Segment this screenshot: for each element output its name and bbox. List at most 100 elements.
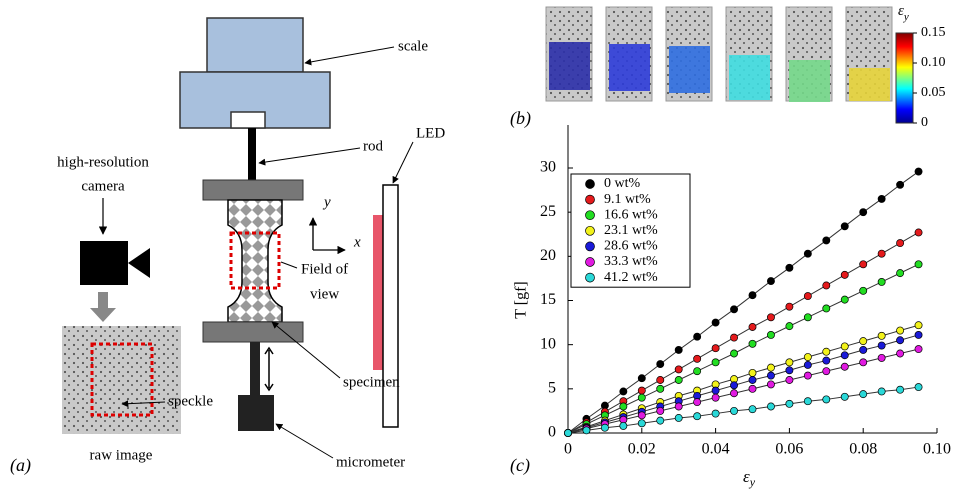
data-point [859, 337, 868, 346]
strain-patch [609, 44, 650, 91]
raw-image-photo [62, 326, 181, 434]
data-point [785, 263, 794, 272]
legend-marker [585, 179, 595, 189]
data-point [582, 426, 591, 435]
data-point [730, 389, 739, 398]
data-point [785, 302, 794, 311]
data-point [693, 354, 702, 363]
y-axis-label: T [gf] [513, 281, 530, 318]
data-point [674, 402, 683, 411]
label: micrometer [336, 454, 405, 470]
legend-label: 33.3 wt% [604, 254, 658, 269]
data-point [656, 416, 665, 425]
x-axis-label-main: ε [743, 467, 750, 486]
data-point [896, 336, 905, 345]
data-point [637, 419, 646, 428]
label: y [322, 194, 331, 210]
colorbar-tick-label: 0 [921, 115, 928, 130]
data-point [803, 371, 812, 380]
label: raw image [90, 447, 153, 463]
colorbar-ticks: 0 0.05 0.10 0.15 [913, 25, 946, 130]
data-point [767, 371, 775, 380]
data-point [748, 376, 757, 384]
data-point [748, 339, 757, 348]
legend-label: 41.2 wt% [604, 270, 658, 285]
specimen-shape [227, 199, 283, 323]
data-point [840, 222, 849, 231]
x-tick-label: 0 [564, 441, 572, 458]
label: view [310, 286, 339, 302]
label: camera [81, 178, 125, 194]
data-point [619, 421, 628, 430]
data-point [730, 333, 739, 342]
data-point [840, 342, 849, 351]
data-point [877, 194, 886, 203]
data-point [619, 402, 628, 411]
colorbar-label: εy [898, 3, 909, 22]
strain-patch [849, 68, 890, 101]
data-point [859, 286, 868, 295]
data-point [914, 383, 923, 392]
micrometer-rod [250, 342, 260, 396]
x-tick-label: 0.04 [702, 441, 730, 458]
label: rod [363, 138, 383, 154]
strain-maps: εy (b) [510, 3, 914, 129]
data-point [859, 260, 868, 269]
data-point [914, 228, 923, 237]
data-point [564, 429, 572, 437]
rod-shape [248, 128, 256, 180]
data-point [840, 295, 849, 304]
data-point [840, 392, 849, 401]
data-point [896, 349, 905, 358]
data-point [896, 180, 905, 189]
coord-axes [312, 218, 345, 250]
strain-patch [789, 60, 830, 102]
data-point [840, 270, 849, 279]
data-point [785, 376, 794, 384]
legend-marker [585, 272, 595, 283]
data-point [840, 362, 849, 371]
data-point [711, 386, 720, 395]
data-point [877, 278, 886, 286]
panel-label: (c) [510, 455, 530, 476]
data-point [822, 304, 831, 313]
data-point [877, 353, 886, 362]
pointer [258, 147, 361, 166]
data-point [748, 291, 757, 300]
y-tick-label: 0 [548, 424, 556, 441]
upper-grip [202, 179, 304, 201]
data-point [822, 236, 831, 245]
strain-patch [729, 55, 770, 100]
field-of-view-box [229, 231, 281, 290]
speckle-box [90, 342, 154, 417]
data-point [767, 277, 775, 286]
data-point [637, 386, 646, 395]
colorbar-label-sub: y [903, 11, 909, 23]
legend-label: 23.1 wt% [604, 223, 658, 238]
x-tick-label: 0.06 [775, 441, 803, 458]
data-point [711, 393, 720, 402]
data-point [785, 366, 794, 375]
data-point [674, 365, 683, 374]
pointer [275, 423, 334, 459]
data-point [803, 361, 812, 369]
pointer [271, 321, 341, 379]
data-point [803, 249, 812, 258]
motion-arrow [264, 346, 274, 392]
data-point [748, 323, 757, 331]
legend-marker [585, 241, 595, 252]
data-point [711, 318, 720, 327]
data-point [656, 384, 665, 393]
y-tick-label: 25 [540, 203, 556, 220]
label: x [353, 234, 361, 250]
label: Field of [301, 261, 348, 277]
data-point [730, 406, 739, 415]
data-point [674, 346, 683, 354]
pointer [121, 400, 166, 408]
scale-hook [230, 111, 266, 129]
legend-marker [585, 225, 595, 236]
colorbar-tick-label: 0.15 [921, 25, 946, 40]
data-point [896, 239, 905, 248]
x-axis-label: εy [743, 467, 756, 489]
